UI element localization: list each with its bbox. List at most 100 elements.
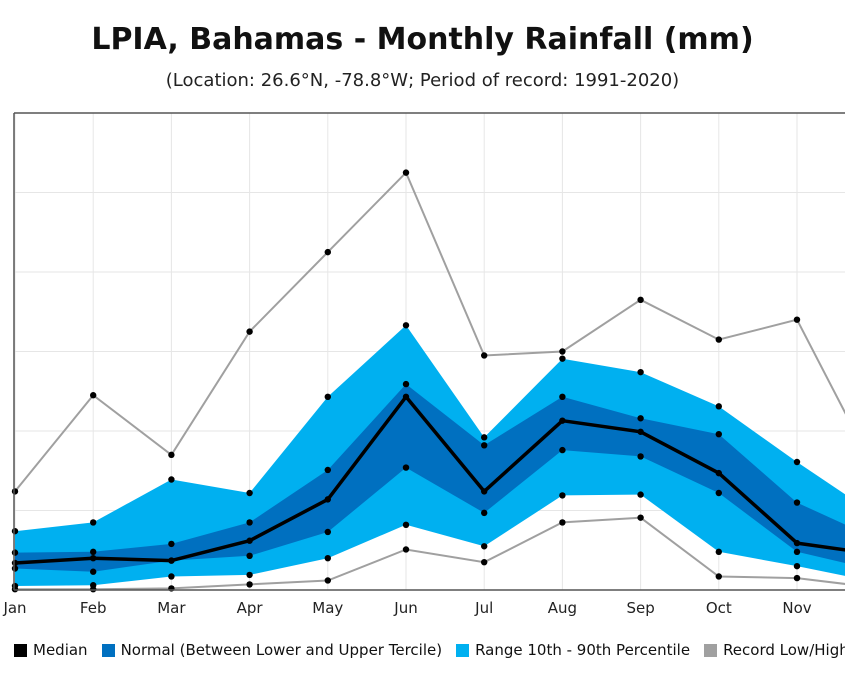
point-upper-tercile-jun <box>402 380 410 388</box>
point-record-high-apr <box>246 328 253 335</box>
x-tick-label-may: May <box>312 599 343 617</box>
x-tick-label-oct: Oct <box>706 599 732 617</box>
point-p10-nov <box>793 562 801 570</box>
point-p90-jun <box>402 322 410 329</box>
point-lower-tercile-jun <box>402 464 410 471</box>
legend-item-median: Median <box>14 641 88 659</box>
point-p10-feb <box>90 582 97 589</box>
point-upper-tercile-apr <box>246 519 253 526</box>
point-record-low-sep <box>637 514 644 521</box>
point-p90-nov <box>793 458 801 466</box>
data-points <box>11 169 801 593</box>
point-upper-tercile-nov <box>793 499 801 506</box>
point-p10-jul <box>481 543 488 550</box>
point-median-mar <box>168 557 175 564</box>
point-median-sep <box>637 428 644 435</box>
legend-label-range: Range 10th - 90th Percentile <box>475 641 691 659</box>
point-record-low-nov <box>793 574 801 582</box>
point-record-low-jun <box>402 546 410 553</box>
x-tick-label-mar: Mar <box>157 599 186 617</box>
point-lower-tercile-apr <box>246 552 253 560</box>
x-tick-label-aug: Aug <box>548 599 577 617</box>
legend-item-normal: Normal (Between Lower and Upper Tercile) <box>101 641 443 659</box>
point-p90-aug <box>559 355 566 362</box>
point-median-jul <box>481 488 488 495</box>
point-p90-jul <box>481 434 488 441</box>
series-lines <box>14 170 845 591</box>
legend-swatch-normal <box>101 643 115 657</box>
median-line <box>14 395 845 565</box>
point-upper-tercile-sep <box>637 415 644 422</box>
point-p10-apr <box>246 571 253 579</box>
point-record-high-mar <box>168 451 175 459</box>
point-upper-tercile-mar <box>168 540 175 548</box>
x-tick-label-jan: Jan <box>2 599 26 617</box>
point-record-low-may <box>324 577 331 584</box>
point-median-jan <box>11 559 19 567</box>
point-upper-tercile-feb <box>90 548 97 556</box>
point-p90-jan <box>11 527 19 535</box>
record-low-line <box>15 516 845 591</box>
point-record-low-apr <box>246 581 253 588</box>
point-p10-jan <box>11 582 19 590</box>
point-record-high-nov <box>793 316 801 323</box>
point-median-feb <box>90 555 97 562</box>
point-lower-tercile-may <box>324 528 331 536</box>
point-median-may <box>324 496 331 503</box>
point-record-high-jun <box>402 169 410 176</box>
bands <box>15 325 845 586</box>
x-tick-label-feb: Feb <box>80 599 107 617</box>
point-lower-tercile-jul <box>481 509 488 517</box>
point-record-high-aug <box>559 348 566 355</box>
x-tick-label-apr: Apr <box>237 599 264 617</box>
point-upper-tercile-oct <box>715 430 722 438</box>
point-upper-tercile-aug <box>559 393 566 401</box>
point-record-low-aug <box>559 519 566 526</box>
point-p90-may <box>324 393 331 401</box>
legend: Median Normal (Between Lower and Upper T… <box>14 641 845 659</box>
point-median-apr <box>246 537 253 544</box>
point-upper-tercile-jan <box>11 549 19 556</box>
legend-label-normal: Normal (Between Lower and Upper Tercile) <box>120 641 443 659</box>
point-p90-apr <box>246 489 253 497</box>
x-tick-label-jul: Jul <box>474 599 493 617</box>
point-lower-tercile-sep <box>637 453 644 460</box>
point-median-aug <box>559 417 566 424</box>
x-tick-label-nov: Nov <box>782 599 811 617</box>
point-lower-tercile-oct <box>715 489 722 497</box>
point-lower-tercile-nov <box>793 548 801 556</box>
legend-item-record: Record Low/High <box>704 641 845 659</box>
point-record-high-oct <box>715 336 722 343</box>
point-record-low-jul <box>481 558 488 566</box>
point-p90-sep <box>637 368 644 376</box>
legend-swatch-range <box>456 643 470 657</box>
point-median-nov <box>793 539 801 547</box>
legend-swatch-record <box>704 643 718 657</box>
point-p10-may <box>324 555 331 562</box>
legend-label-record: Record Low/High <box>723 641 845 659</box>
point-record-high-sep <box>637 296 644 304</box>
point-lower-tercile-feb <box>90 568 97 575</box>
point-upper-tercile-may <box>324 466 331 474</box>
chart-title: LPIA, Bahamas - Monthly Rainfall (mm) <box>91 22 754 57</box>
point-lower-tercile-jan <box>11 565 19 572</box>
point-record-high-jan <box>11 488 19 495</box>
point-record-low-oct <box>715 573 722 580</box>
point-p10-mar <box>168 573 175 580</box>
point-p10-sep <box>637 491 644 498</box>
chart-subtitle: (Location: 26.6°N, -78.8°W; Period of re… <box>165 70 680 91</box>
x-tick-label-sep: Sep <box>626 599 654 617</box>
axes <box>13 112 845 591</box>
point-upper-tercile-jul <box>481 442 488 449</box>
point-lower-tercile-aug <box>559 446 566 454</box>
x-tick-labels: JanFebMarAprMayJunJulAugSepOctNovDec <box>2 599 811 617</box>
point-p90-feb <box>90 519 97 526</box>
x-tick-label-jun: Jun <box>393 599 417 617</box>
legend-label-median: Median <box>33 641 88 659</box>
point-record-high-may <box>324 248 331 256</box>
point-median-jun <box>402 393 410 401</box>
legend-swatch-median <box>14 643 27 657</box>
point-p10-aug <box>559 492 566 499</box>
record-high-line <box>14 170 845 493</box>
